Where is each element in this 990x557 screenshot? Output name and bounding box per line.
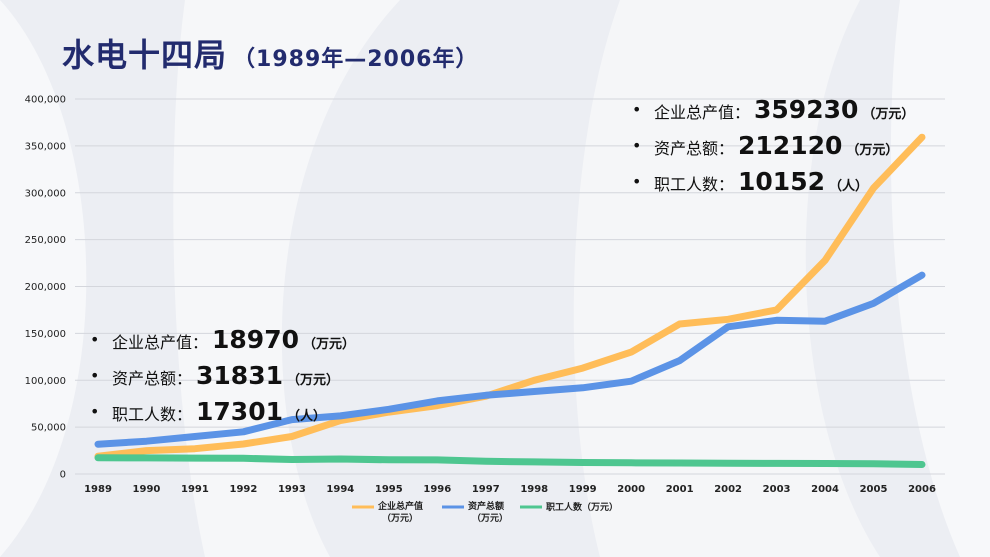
x-tick-label: 1999 bbox=[569, 484, 597, 495]
stat-unit: （人） bbox=[287, 409, 327, 424]
x-tick-label: 2005 bbox=[860, 484, 888, 495]
stat-unit: （万元） bbox=[846, 143, 899, 158]
x-tick-label: 2003 bbox=[763, 484, 791, 495]
y-tick-label: 250,000 bbox=[25, 235, 66, 246]
x-tick-label: 1998 bbox=[520, 484, 548, 495]
x-tick-label: 1992 bbox=[229, 484, 257, 495]
series-line bbox=[94, 454, 926, 468]
chart-series bbox=[94, 133, 926, 468]
x-tick-label: 1989 bbox=[84, 484, 112, 495]
x-tick-label: 2001 bbox=[666, 484, 694, 495]
stat-label: 职工人数： bbox=[112, 405, 193, 424]
x-tick-label: 2006 bbox=[908, 484, 936, 495]
y-tick-label: 0 bbox=[60, 470, 66, 481]
x-tick-label: 2002 bbox=[714, 484, 742, 495]
legend-label: 职工人数（万元） bbox=[546, 501, 618, 513]
stat-unit: （万元） bbox=[287, 373, 340, 388]
stat-label: 企业总产值： bbox=[654, 103, 751, 122]
stat-value: 18970 bbox=[212, 325, 299, 354]
x-tick-label: 1993 bbox=[278, 484, 306, 495]
stat-label: 企业总产值： bbox=[112, 333, 209, 352]
stat-value: 359230 bbox=[754, 95, 859, 124]
stat-item: 资产总额：31831 （万元） bbox=[90, 358, 355, 394]
y-tick-label: 300,000 bbox=[25, 188, 66, 199]
stat-value: 17301 bbox=[196, 397, 283, 426]
stats-1989: 企业总产值：18970 （万元） 资产总额：31831 （万元） 职工人数：1730… bbox=[90, 322, 355, 430]
stat-value: 212120 bbox=[738, 131, 843, 160]
y-tick-label: 400,000 bbox=[25, 95, 66, 106]
stat-unit: （人） bbox=[829, 179, 869, 194]
stat-value: 31831 bbox=[196, 361, 283, 390]
legend-label: 资产总额（万元） bbox=[468, 500, 508, 524]
stat-item: 职工人数：10152 （人） bbox=[632, 164, 914, 200]
x-axis-ticks: 1989 1990 1991 1992 1993 1994 1995 1996 1997 1998… bbox=[84, 484, 936, 495]
stat-item: 企业总产值：18970 （万元） bbox=[90, 322, 355, 358]
y-axis-ticks: 0 50,000 100,000 150,000 200,000 250,000 300,0… bbox=[25, 95, 66, 481]
stat-label: 职工人数： bbox=[654, 175, 735, 194]
series-line bbox=[94, 133, 926, 460]
title-main: 水电十四局 bbox=[62, 36, 228, 74]
stat-label: 资产总额： bbox=[654, 139, 735, 158]
stat-item: 资产总额：212120（万元） bbox=[632, 128, 914, 164]
title-subtitle: （1989年—2006年） bbox=[233, 47, 479, 72]
page-title: 水电十四局 （1989年—2006年） bbox=[62, 30, 478, 76]
stat-item: 企业总产值：359230（万元） bbox=[632, 92, 914, 128]
series-line bbox=[94, 271, 926, 448]
stat-item: 职工人数：17301 （人） bbox=[90, 394, 355, 430]
x-tick-label: 2004 bbox=[811, 484, 839, 495]
y-tick-label: 50,000 bbox=[31, 423, 66, 434]
y-tick-label: 150,000 bbox=[25, 329, 66, 340]
legend-label: 企业总产值（万元） bbox=[377, 500, 423, 524]
chart-legend: 企业总产值（万元） 资产总额（万元） 职工人数（万元） bbox=[352, 500, 618, 524]
stat-unit: （万元） bbox=[303, 337, 356, 352]
x-tick-label: 1990 bbox=[133, 484, 161, 495]
x-tick-label: 1991 bbox=[181, 484, 209, 495]
stat-unit: （万元） bbox=[862, 107, 915, 122]
x-tick-label: 1996 bbox=[423, 484, 451, 495]
stats-2006: 企业总产值：359230（万元） 资产总额：212120（万元） 职工人数：10… bbox=[632, 92, 914, 200]
y-tick-label: 350,000 bbox=[25, 141, 66, 152]
x-tick-label: 1995 bbox=[375, 484, 403, 495]
y-tick-label: 100,000 bbox=[25, 376, 66, 387]
stat-label: 资产总额： bbox=[112, 369, 193, 388]
x-tick-label: 1994 bbox=[326, 484, 354, 495]
y-tick-label: 200,000 bbox=[25, 282, 66, 293]
x-tick-label: 1997 bbox=[472, 484, 500, 495]
stat-value: 10152 bbox=[738, 167, 825, 196]
x-tick-label: 2000 bbox=[617, 484, 645, 495]
